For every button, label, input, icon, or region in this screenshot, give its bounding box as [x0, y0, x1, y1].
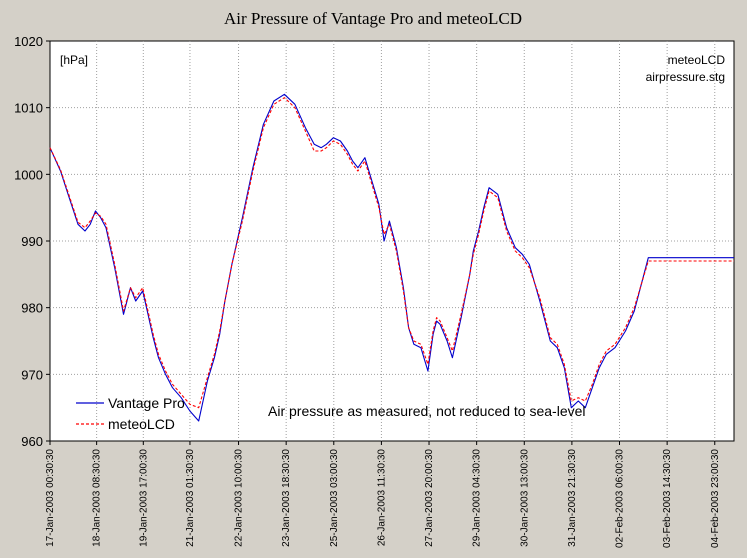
- x-tick-label: 25-Jan-2003 03:00:30: [329, 449, 340, 547]
- x-tick-label: 03-Feb-2003 14:30:30: [662, 449, 673, 548]
- x-tick-label: 26-Jan-2003 11:30:30: [376, 449, 387, 547]
- x-tick-label: 31-Jan-2003 21:30:30: [567, 449, 578, 547]
- corner-note-2: airpressure.stg: [646, 70, 725, 84]
- y-tick-label: 1020: [14, 34, 43, 49]
- grid-lines: [50, 41, 734, 441]
- legend: Vantage Pro meteoLCD: [76, 395, 185, 432]
- annotation: Air pressure as measured, not reduced to…: [268, 403, 586, 419]
- series-line-0: [49, 93, 734, 422]
- legend-label-vantage: Vantage Pro: [108, 395, 185, 411]
- x-tick-label: 22-Jan-2003 10:00:30: [234, 449, 245, 547]
- corner-note-1: meteoLCD: [668, 53, 726, 67]
- x-tick-label: 18-Jan-2003 08:30:30: [92, 449, 103, 547]
- y-tick-label: 980: [21, 301, 43, 316]
- series-line-1: [49, 97, 734, 409]
- x-tick-label: 23-Jan-2003 18:30:30: [281, 449, 292, 547]
- x-tick-label: 21-Jan-2003 01:30:30: [185, 449, 196, 547]
- y-tick-label: 1010: [14, 101, 43, 116]
- x-axis: 17-Jan-2003 00:30:30 18-Jan-2003 08:30:30…: [45, 441, 721, 548]
- x-tick-label: 17-Jan-2003 00:30:30: [45, 449, 56, 547]
- x-tick-label: 19-Jan-2003 17:00:30: [138, 449, 149, 547]
- x-tick-label: 27-Jan-2003 20:00:30: [424, 449, 435, 547]
- y-tick-label: 1000: [14, 167, 43, 182]
- unit-label: [hPa]: [60, 53, 88, 67]
- y-tick-label: 960: [21, 434, 43, 449]
- legend-label-meteolcd: meteoLCD: [108, 416, 175, 432]
- y-tick-label: 970: [21, 367, 43, 382]
- x-tick-label: 04-Feb-2003 23:00:30: [710, 449, 721, 548]
- series-lines: [49, 93, 734, 422]
- x-tick-label: 29-Jan-2003 04:30:30: [472, 449, 483, 547]
- x-tick-label: 02-Feb-2003 06:00:30: [615, 449, 626, 548]
- chart-title: Air Pressure of Vantage Pro and meteoLCD: [224, 9, 522, 28]
- y-axis: 960 970 980 990 1000 1010 1020: [14, 34, 50, 449]
- y-tick-label: 990: [21, 234, 43, 249]
- x-tick-label: 30-Jan-2003 13:00:30: [519, 449, 530, 547]
